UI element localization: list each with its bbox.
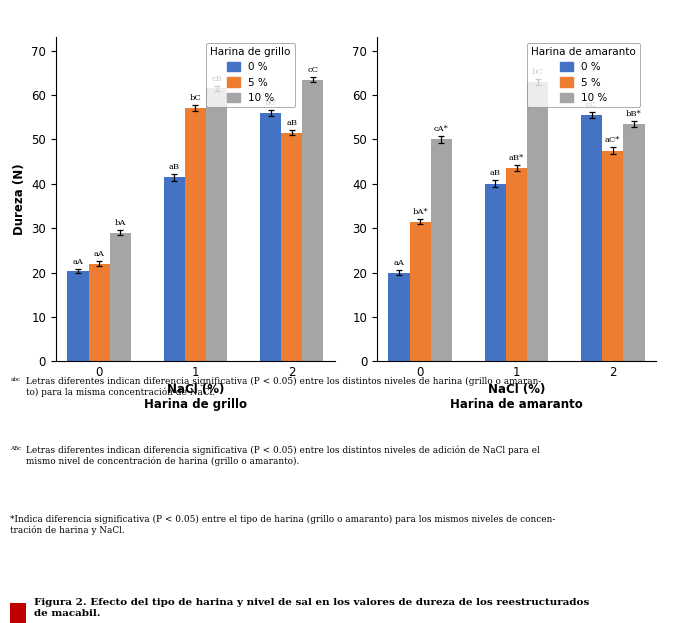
Bar bbox=[68, 271, 89, 361]
Text: aC*: aC* bbox=[605, 136, 621, 144]
Bar bbox=[581, 115, 602, 361]
Bar bbox=[281, 133, 302, 361]
Bar bbox=[89, 264, 110, 361]
Text: aB*: aB* bbox=[509, 154, 524, 162]
Text: ᵃᵇᶜ: ᵃᵇᶜ bbox=[10, 377, 20, 386]
Text: cA*: cA* bbox=[434, 125, 449, 133]
Legend: 0 %, 5 %, 10 %: 0 %, 5 %, 10 % bbox=[527, 42, 640, 107]
Text: aB: aB bbox=[169, 163, 180, 171]
Text: aA: aA bbox=[94, 250, 105, 259]
Bar bbox=[484, 184, 506, 361]
Bar bbox=[623, 124, 644, 361]
Text: bB*: bB* bbox=[626, 110, 642, 118]
X-axis label: NaCl (%)
Harina de grillo: NaCl (%) Harina de grillo bbox=[144, 383, 247, 411]
Bar bbox=[185, 108, 206, 361]
Bar bbox=[206, 88, 228, 361]
X-axis label: NaCl (%)
Harina de amaranto: NaCl (%) Harina de amaranto bbox=[450, 383, 583, 411]
Bar bbox=[506, 168, 527, 361]
Bar bbox=[260, 113, 281, 361]
Bar bbox=[110, 232, 131, 361]
Text: Figura 2. Efecto del tipo de harina y nivel de sal en los valores de dureza de l: Figura 2. Efecto del tipo de harina y ni… bbox=[34, 598, 588, 617]
Legend: 0 %, 5 %, 10 %: 0 %, 5 %, 10 % bbox=[206, 42, 295, 107]
Text: cC: cC bbox=[586, 101, 597, 109]
Bar bbox=[431, 140, 452, 361]
Text: bC: bC bbox=[265, 98, 276, 107]
Text: Letras diferentes indican diferencia significativa (P < 0.05) entre los distinto: Letras diferentes indican diferencia sig… bbox=[26, 377, 541, 397]
Text: aA: aA bbox=[394, 259, 405, 267]
Text: aA: aA bbox=[73, 258, 84, 266]
Text: bA: bA bbox=[114, 219, 126, 227]
Text: bC: bC bbox=[190, 94, 201, 102]
Bar bbox=[527, 82, 549, 361]
Text: aB: aB bbox=[286, 119, 297, 127]
Text: *Indica diferencia significativa (P < 0.05) entre el tipo de harina (grillo o am: *Indica diferencia significativa (P < 0.… bbox=[10, 515, 556, 535]
Text: cC: cC bbox=[307, 66, 318, 74]
Y-axis label: Dureza (N): Dureza (N) bbox=[13, 164, 26, 235]
Text: bC: bC bbox=[532, 67, 544, 75]
Bar bbox=[602, 151, 623, 361]
Text: aB: aB bbox=[490, 169, 501, 177]
Bar bbox=[163, 177, 185, 361]
Text: cB: cB bbox=[211, 75, 222, 83]
Text: Letras diferentes indican diferencia significativa (P < 0.05) entre los distinto: Letras diferentes indican diferencia sig… bbox=[26, 445, 540, 466]
Text: ᴬᴮᶜ: ᴬᴮᶜ bbox=[10, 445, 22, 455]
Bar bbox=[389, 273, 410, 361]
Bar bbox=[302, 80, 323, 361]
Bar bbox=[410, 222, 431, 361]
Text: bA*: bA* bbox=[413, 208, 428, 216]
